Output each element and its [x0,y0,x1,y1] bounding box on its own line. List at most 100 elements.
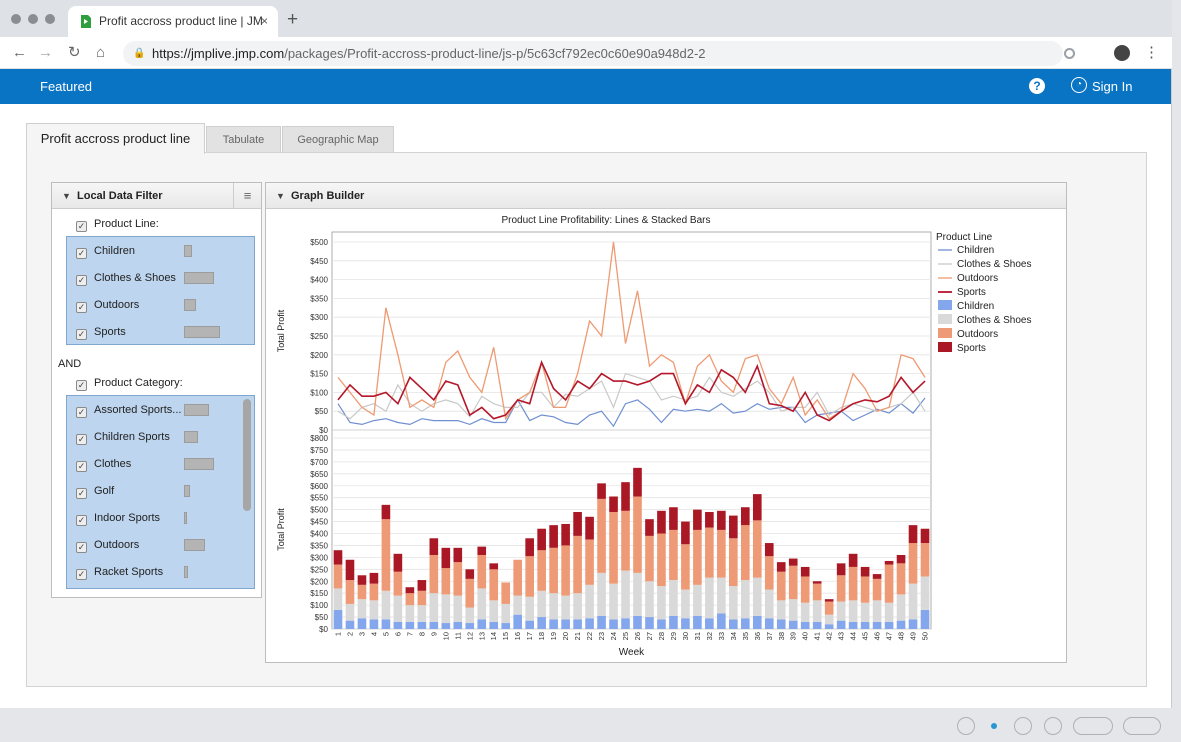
bar-segment-children [573,619,582,629]
lock-icon: 🔒 [133,48,146,59]
x-tick-label: 40 [801,632,810,640]
checkbox-icon[interactable]: ✓ [76,221,87,232]
back-arrow-icon[interactable]: ← [12,44,27,61]
window-zoom-dot[interactable] [45,14,55,24]
reload-icon[interactable]: ↻ [68,44,81,61]
checkbox-icon[interactable]: ✓ [76,407,87,418]
bar-segment-clothes-shoes [561,595,570,620]
bar-segment-clothes-shoes [705,577,714,619]
bar-segment-children [513,614,523,629]
home-icon[interactable]: ⌂ [96,44,106,61]
filter-item[interactable]: ✓ Indoor Sports [76,511,160,526]
filter-item[interactable]: ✓ Assorted Sports... [76,403,182,418]
bar-segment-clothes-shoes [693,584,702,616]
help-icon[interactable]: ? [1029,78,1045,94]
featured-link[interactable]: Featured [40,79,93,94]
bar-segment-children [585,618,594,629]
chart-title: Product Line Profitability: Lines & Stac… [502,215,711,226]
filter-item[interactable]: ✓ Golf [76,484,114,499]
menu-icon[interactable]: ≡ [233,183,261,209]
bar-segment-sports [489,563,499,570]
bar-segment-clothes-shoes [621,570,630,619]
bar-segment-outdoors [693,529,702,585]
active-dot [991,723,997,729]
x-tick-label: 41 [813,632,822,640]
control-pill[interactable] [1073,717,1113,735]
checkbox-icon[interactable]: ✓ [76,461,87,472]
bar-segment-outdoors [549,547,558,594]
control-pill[interactable] [1123,717,1161,735]
new-tab-icon[interactable]: + [287,9,299,30]
filter-item[interactable]: ✓ Clothes [76,457,131,472]
category-scrollbar[interactable] [243,399,251,511]
bar-segment-clothes-shoes [501,603,511,624]
bar-segment-outdoors [920,543,930,577]
x-tick-label: 18 [537,632,546,640]
filter-item[interactable]: ✓ Clothes & Shoes [76,271,176,286]
chevron-down-icon[interactable]: ▼ [276,191,285,201]
bar-segment-clothes-shoes [860,602,870,622]
x-tick-label: 24 [609,632,618,640]
window-close-dot[interactable] [11,14,21,24]
tab-profit[interactable]: Profit accross product line [26,123,205,154]
filter-item[interactable]: ✓ Outdoors [76,298,139,313]
tab-close-icon[interactable]: × [260,14,268,28]
bar-segment-sports [597,483,606,499]
address-bar[interactable]: 🔒 https://jmplive.jmp.com/packages/Profi… [123,41,1075,66]
y-tick-label: $400 [310,530,328,539]
filter-header[interactable]: ▼ Local Data Filter ≡ [52,183,261,209]
url-path: /packages/Profit-accross-product-line/js… [284,46,706,61]
chevron-down-icon[interactable]: ▼ [62,191,71,201]
control-circle[interactable] [957,717,975,735]
url-text: https://jmplive.jmp.com/packages/Profit-… [152,41,706,66]
checkbox-icon[interactable]: ✓ [76,488,87,499]
bar-segment-children [836,620,846,629]
filter-item[interactable]: ✓ Racket Sports [76,565,163,580]
filter-item[interactable]: ✓ Outdoors [76,538,139,553]
checkbox-icon[interactable]: ✓ [76,302,87,313]
browser-tab[interactable]: Profit accross product line | JM × [68,6,278,37]
checkbox-icon[interactable]: ✓ [76,515,87,526]
bar-segment-outdoors [681,544,690,590]
bar-segment-children [908,619,918,629]
tab-tabulate[interactable]: Tabulate [206,126,281,153]
window-minimize-dot[interactable] [28,14,38,24]
bar-segment-children [489,621,499,629]
x-tick-label: 15 [501,632,510,640]
checkbox-icon[interactable]: ✓ [76,248,87,259]
graph-header[interactable]: ▼ Graph Builder [266,183,1066,209]
bar-segment-clothes-shoes [645,581,654,618]
checkbox-icon[interactable]: ✓ [76,542,87,553]
filter-item[interactable]: ✓ Sports [76,325,126,340]
bottom-bar [0,708,1181,742]
bar-segment-sports [573,512,582,536]
browser-menu-icon[interactable]: ⋮ [1144,44,1159,61]
filter-item[interactable]: ✓ Children Sports [76,430,170,445]
user-icon[interactable]: ◔ [1071,77,1087,93]
y-tick-label: $150 [310,589,328,598]
jmp-favicon-icon [81,15,91,28]
account-icon[interactable] [1114,45,1130,61]
bar-segment-clothes-shoes [333,588,343,610]
bar-segment-outdoors [776,571,786,601]
tab-geographic-map[interactable]: Geographic Map [282,126,394,153]
control-circle[interactable] [1044,717,1062,735]
filter-item[interactable]: ✓ Children [76,244,135,259]
forward-arrow-icon[interactable]: → [38,44,53,61]
control-circle[interactable] [1014,717,1032,735]
count-bar [184,272,214,284]
x-axis-label: Week [619,647,645,658]
bar-segment-sports [752,494,762,521]
checkbox-icon[interactable]: ✓ [76,434,87,445]
checkbox-icon[interactable]: ✓ [76,569,87,580]
graph-title: Graph Builder [291,190,365,202]
filter-item-label: Assorted Sports... [94,404,182,416]
checkbox-icon[interactable]: ✓ [76,329,87,340]
bar-segment-clothes-shoes [357,599,367,619]
legend-title: Product Line [936,232,993,243]
checkbox-icon[interactable]: ✓ [76,380,87,391]
checkbox-icon[interactable]: ✓ [76,275,87,286]
sign-in-link[interactable]: Sign In [1092,79,1133,94]
bar-segment-sports [669,507,678,530]
record-icon[interactable] [1064,48,1075,59]
